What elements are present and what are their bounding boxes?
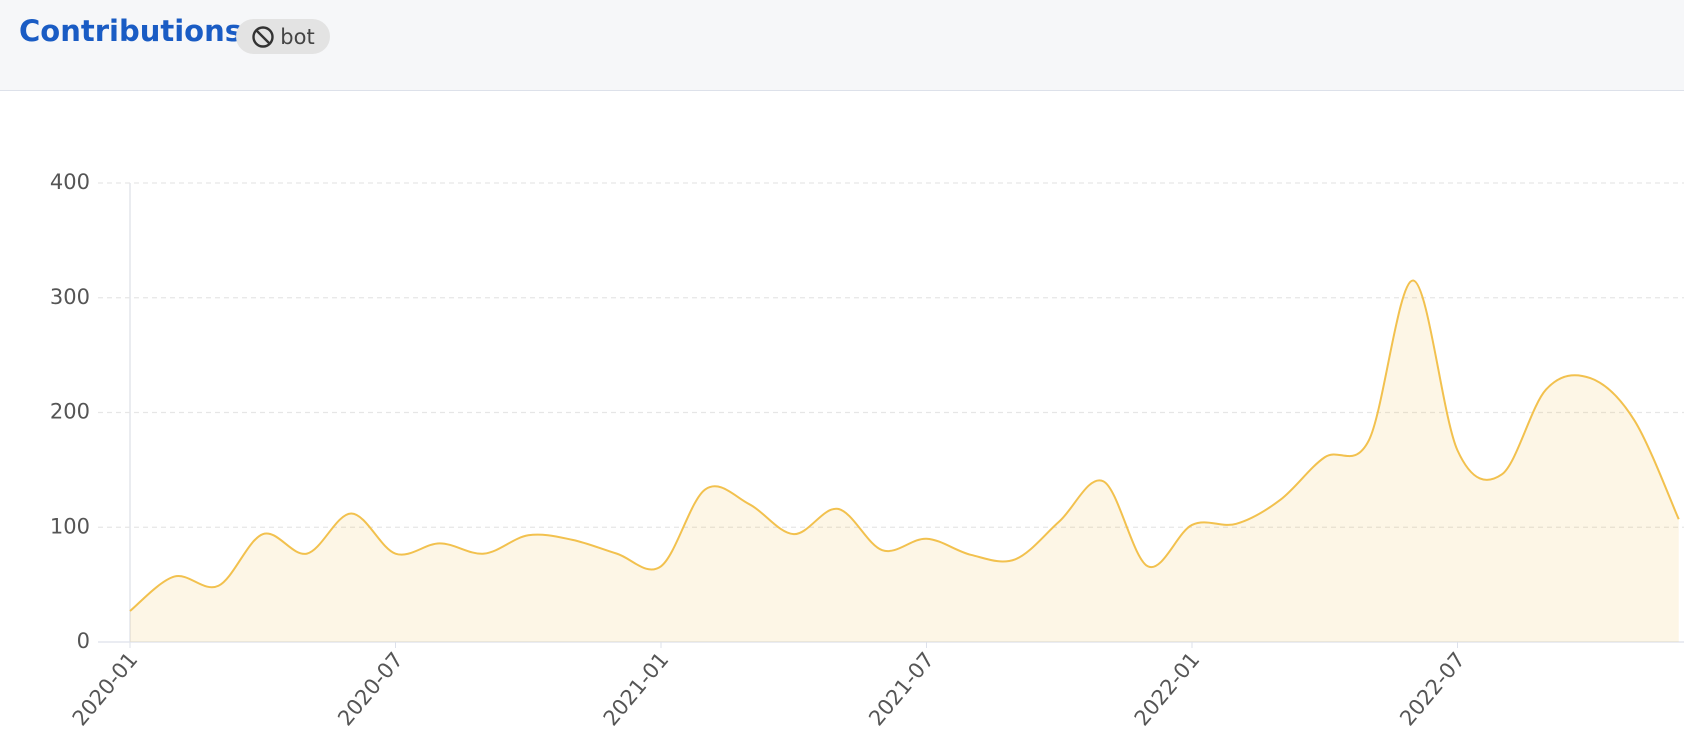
y-tick-label: 100 (50, 514, 90, 538)
x-tick-label: 2022-01 (1130, 648, 1205, 731)
area (130, 280, 1679, 642)
header: Contributions bot (0, 0, 1684, 91)
title: Contributions (19, 14, 242, 48)
x-tick-label: 2020-01 (68, 648, 143, 731)
line (129, 279, 1680, 612)
badge-label: bot (280, 24, 315, 49)
x-tick-label: 2021-01 (599, 648, 674, 731)
ban-icon (252, 25, 274, 48)
y-tick-label: 200 (50, 400, 90, 424)
y-tick-label: 400 (50, 170, 90, 194)
y-tick-label: 300 (50, 285, 90, 309)
bot-filter-badge[interactable]: bot (236, 19, 330, 54)
x-tick-label: 2021-07 (864, 648, 939, 731)
y-tick-label: 0 (77, 629, 90, 653)
x-tick-label: 2020-07 (333, 648, 408, 731)
x-tick-label: 2022-07 (1395, 648, 1470, 731)
